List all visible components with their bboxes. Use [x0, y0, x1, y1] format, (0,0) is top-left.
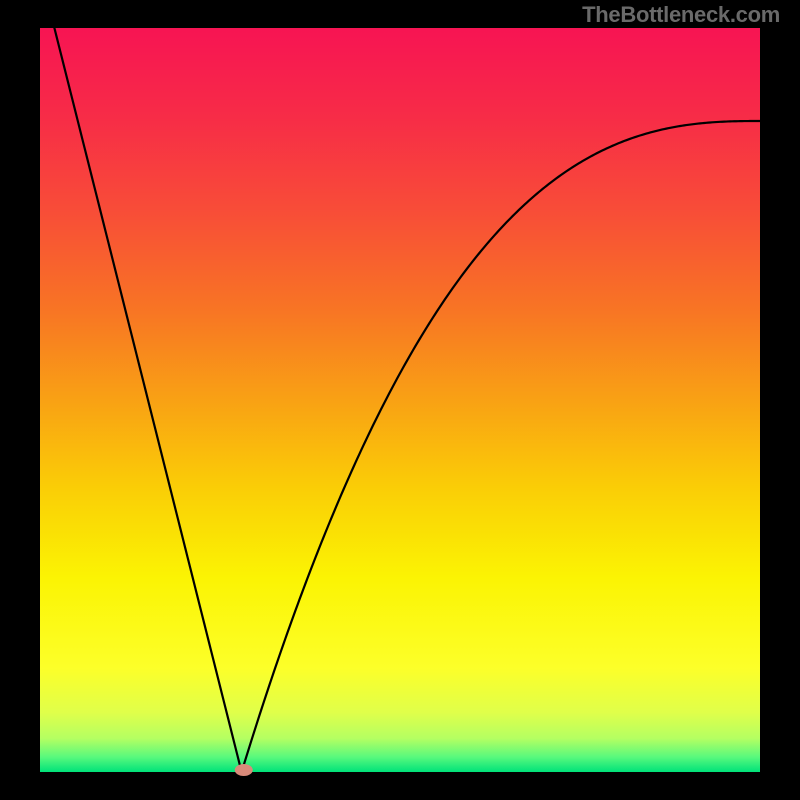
optimum-marker [235, 764, 253, 776]
watermark-text: TheBottleneck.com [582, 2, 780, 28]
bottleneck-chart [0, 0, 800, 800]
